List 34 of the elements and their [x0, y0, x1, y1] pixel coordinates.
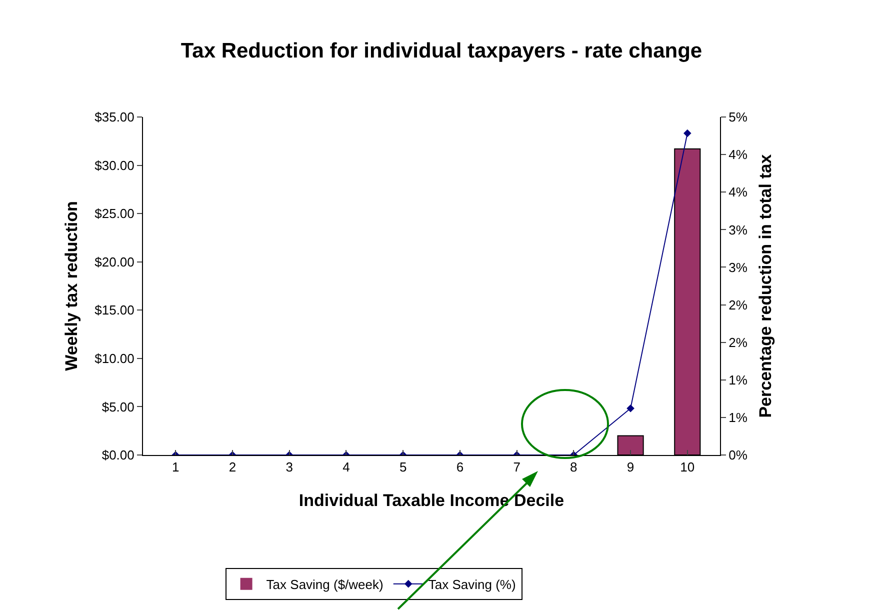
y2-axis-title: Percentage reduction in total tax	[756, 154, 776, 418]
x-tick-label: 3	[286, 460, 293, 475]
y-tick-label: $15.00	[94, 302, 134, 318]
y2-tick-label: 1%	[728, 372, 748, 388]
chart-title: Tax Reduction for individual taxpayers - rate change	[180, 39, 702, 62]
x-tick-label: 8	[570, 460, 578, 475]
y2-tick-label: 3%	[728, 222, 748, 238]
x-tick-label: 9	[626, 460, 634, 475]
y2-tick-label: 2%	[728, 297, 748, 312]
y-tick-label: $0.00	[102, 448, 134, 463]
legend-label: Tax Saving ($/week)	[266, 576, 384, 592]
y2-tick-label: 2%	[728, 334, 748, 350]
y2-tick-label: 1%	[728, 410, 748, 425]
x-tick-label: 7	[513, 460, 520, 475]
x-tick-label: 5	[399, 460, 407, 475]
y2-tick-label: 0%	[728, 448, 748, 463]
y-tick-label: $35.00	[94, 110, 134, 125]
y2-tick-label: 4%	[728, 147, 748, 162]
y-tick-label: $10.00	[94, 350, 134, 366]
y2-tick-label: 3%	[728, 260, 748, 275]
y-tick-label: $5.00	[102, 399, 134, 414]
legend-label: Tax Saving (%)	[428, 576, 516, 592]
y-axis-title: Weekly tax reduction	[62, 201, 82, 371]
y2-tick-label: 4%	[728, 184, 748, 200]
y2-tick-label: 5%	[728, 110, 748, 125]
x-tick-label: 1	[172, 460, 180, 475]
x-axis-title: Individual Taxable Income Decile	[298, 491, 564, 510]
y-tick-label: $25.00	[94, 206, 134, 222]
x-tick-label: 4	[342, 460, 350, 475]
x-tick-label: 2	[228, 460, 236, 475]
x-tick-label: 6	[456, 460, 464, 475]
y-tick-label: $30.00	[94, 158, 134, 173]
y-tick-label: $20.00	[94, 254, 134, 270]
x-tick-label: 10	[680, 460, 695, 475]
